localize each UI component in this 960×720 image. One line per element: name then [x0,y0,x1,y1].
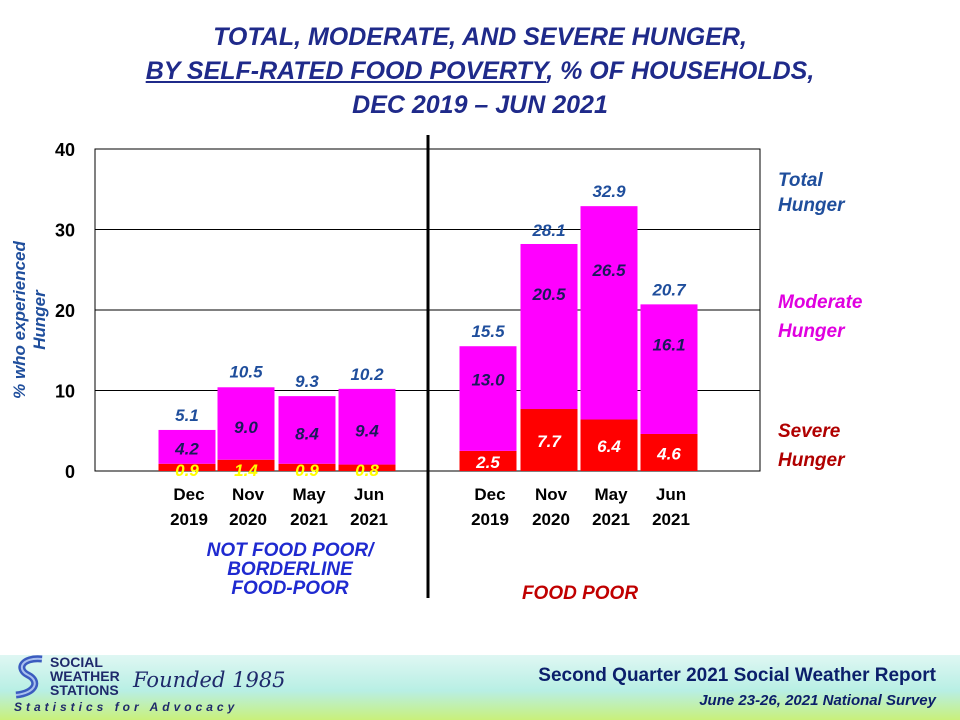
bar-moderate [459,346,517,451]
moderate-value-label: 13.0 [471,371,505,390]
total-value-label: 28.1 [531,221,565,240]
total-value-label: 5.1 [175,406,199,425]
legend-total-line-2: Hunger [778,195,845,216]
legend-severe-line-1: Severe [778,421,841,442]
x-tick-label-year: 2021 [592,510,630,529]
total-value-label: 10.5 [229,362,263,381]
bar-severe [158,463,216,471]
title-line-2: BY SELF-RATED FOOD POVERTY, % OF HOUSEHO… [0,54,960,88]
severe-value-label: 4.6 [656,444,681,463]
x-tick-label-month: Jun [656,485,686,504]
y-tick-label: 0 [65,462,75,482]
x-tick-label-year: 2019 [170,510,208,529]
y-tick-label: 30 [55,221,75,241]
org-name-line-3: STATIONS [50,682,119,698]
group-label-food-poor: FOOD POOR [521,583,639,604]
legend-total: Total Hunger [778,168,845,218]
bar-moderate [640,304,698,434]
total-value-label: 10.2 [350,365,384,384]
severe-value-label: 0.9 [295,461,319,480]
legend-severe: Severe Hunger [778,417,845,475]
group-label-not-food-poor: NOT FOOD POOR/ BORDERLINE FOOD-POOR [150,541,430,598]
title-line-1: TOTAL, MODERATE, AND SEVERE HUNGER, [213,23,747,51]
x-tick-label-year: 2021 [290,510,328,529]
legend-moderate-line-2: Hunger [778,321,845,342]
x-tick-label-year: 2021 [652,510,690,529]
x-tick-label-month: May [594,485,628,504]
total-value-label: 9.3 [295,372,319,391]
group-nfp-line-3: FOOD-POOR [231,578,349,599]
legend-total-line-1: Total [778,170,823,191]
title-underlined: BY SELF-RATED FOOD POVERTY [145,57,547,85]
survey-date: June 23-26, 2021 National Survey [699,692,936,709]
legend-moderate-line-1: Moderate [778,292,863,313]
severe-value-label: 7.7 [537,432,562,451]
bar-moderate [520,243,578,410]
x-tick-label-month: Dec [173,485,204,504]
bar-moderate [217,387,275,460]
bar-severe [278,463,336,471]
severe-value-label: 0.9 [175,461,199,480]
total-value-label: 32.9 [592,182,626,201]
severe-value-label: 1.4 [234,461,258,480]
x-tick-label-month: Dec [474,485,505,504]
legend-severe-line-2: Hunger [778,450,845,471]
x-tick-label-year: 2021 [350,510,388,529]
sws-logo-icon [15,655,43,699]
y-tick-label: 40 [55,140,75,160]
moderate-value-label: 9.0 [234,418,258,437]
moderate-value-label: 16.1 [652,336,685,355]
org-name-line-1: SOCIAL [50,654,103,670]
moderate-value-label: 20.5 [531,285,566,304]
grid-layer: 0 10 20 30 40 [55,135,761,598]
y-tick-label: 20 [55,301,75,321]
org-name: SOCIAL WEATHER STATIONS [50,655,120,697]
bar-layer [158,206,698,471]
severe-value-label: 2.5 [475,453,500,472]
total-value-label: 20.7 [651,280,687,299]
moderate-value-label: 8.4 [295,424,319,443]
x-tick-label-month: Nov [232,485,265,504]
x-tick-label-month: May [292,485,326,504]
report-title: Second Quarter 2021 Social Weather Repor… [538,665,936,686]
title-line-2-rest: , % OF HOUSEHOLDS, [546,57,815,85]
bar-moderate [338,388,396,465]
title-line-3: DEC 2019 – JUN 2021 [352,91,608,119]
bar-severe [338,464,396,471]
footer-band [0,655,960,720]
moderate-value-label: 26.5 [591,261,626,280]
bar-moderate [580,206,638,420]
x-tick-label-month: Jun [354,485,384,504]
bar-severe [217,459,275,471]
bar-moderate [158,429,216,464]
group-nfp-line-1: NOT FOOD POOR/ [206,540,374,561]
total-value-label: 15.5 [471,322,505,341]
bar-severe [580,419,638,471]
x-tick-label-year: 2019 [471,510,509,529]
x-tick-label-year: 2020 [229,510,267,529]
bar-severe [640,433,698,471]
tagline: Statistics for Advocacy [14,700,239,714]
org-name-line-2: WEATHER [50,668,120,684]
group-nfp-line-2: BORDERLINE [227,559,353,580]
y-tick-label: 10 [55,382,75,402]
severe-value-label: 0.8 [355,461,379,480]
severe-value-label: 6.4 [597,437,621,456]
x-tick-label-year: 2020 [532,510,570,529]
x-tick-label-month: Nov [535,485,568,504]
moderate-value-label: 4.2 [174,440,199,459]
bar-severe [459,450,517,471]
bar-severe [520,409,578,471]
label-layer: 5.1 4.2 0.9 Dec 2019 10.5 9.0 1.4 Nov 2020 9.3 8.4 0… [170,182,690,529]
moderate-value-label: 9.4 [355,422,379,441]
bar-moderate [278,396,336,464]
legend-moderate: Moderate Hunger [778,288,862,346]
chart-title: TOTAL, MODERATE, AND SEVERE HUNGER, BY S… [0,20,960,122]
founded-text: Founded 1985 [133,668,286,692]
